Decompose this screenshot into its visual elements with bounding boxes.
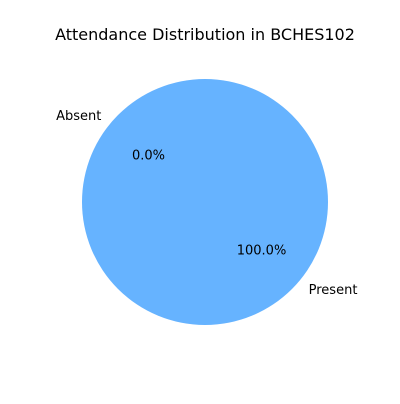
pie-slices <box>82 79 328 325</box>
slice-pct-present: 100.0% <box>237 243 287 258</box>
slice-label-absent: Absent <box>56 109 101 124</box>
pie-labels: Present 100.0% Absent 0.0% <box>56 109 357 298</box>
pie-slice-present <box>82 79 328 325</box>
chart-title: Attendance Distribution in BCHES102 <box>55 25 355 44</box>
slice-label-present: Present <box>309 283 358 298</box>
slice-pct-absent: 0.0% <box>132 149 165 164</box>
